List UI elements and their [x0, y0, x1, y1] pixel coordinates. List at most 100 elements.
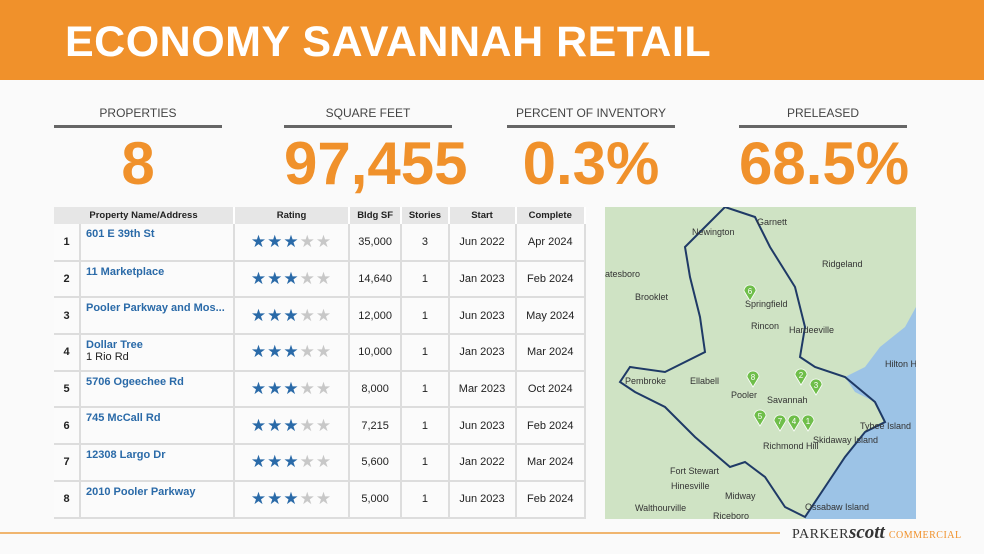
property-address: 1 Rio Rd [86, 351, 129, 364]
star-icon: ★ [250, 305, 268, 325]
property-link[interactable]: 745 McCall Rd [86, 412, 161, 425]
complete: Oct 2024 [515, 370, 586, 409]
star-icon: ★ [267, 342, 284, 362]
star-icon: ★ [299, 452, 316, 472]
complete: Apr 2024 [515, 224, 586, 262]
property-link[interactable]: 11 Marketplace [86, 265, 165, 278]
property-link[interactable]: 5706 Ogeechee Rd [86, 375, 184, 388]
map-label: Brooklet [635, 292, 669, 302]
map-label: Fort Stewart [670, 466, 720, 476]
rating: ★★★★★ [234, 297, 350, 336]
logo-text: scott [848, 522, 885, 543]
kpi-value: 8 [121, 130, 155, 197]
stories: 1 [401, 260, 450, 299]
star-icon: ★ [267, 415, 284, 435]
footer-line [0, 532, 780, 534]
marker-label: 5 [758, 412, 763, 421]
map-marker[interactable]: 8 [746, 370, 760, 388]
marker-label: 1 [806, 417, 811, 426]
map-label: Tybee Island [860, 421, 911, 431]
marker-label: 8 [751, 373, 756, 382]
kpi-label: SQUARE FEET [325, 106, 411, 120]
divider [507, 125, 675, 128]
map-label: Midway [725, 491, 756, 501]
star-icon: ★ [315, 489, 333, 509]
kpi-label: PERCENT OF INVENTORY [515, 106, 667, 120]
star-icon: ★ [283, 489, 300, 509]
property-link[interactable]: 12308 Largo Dr [86, 449, 166, 462]
bldg-sf: 5,000 [348, 480, 403, 519]
property-link[interactable]: Pooler Parkway and Mos... [86, 302, 225, 315]
col-header-name: Property Name/Address [54, 207, 235, 224]
stories: 3 [401, 224, 450, 262]
stories: 1 [401, 297, 450, 336]
map-marker[interactable]: 1 [801, 414, 815, 432]
star-icon: ★ [315, 379, 333, 399]
star-icon: ★ [250, 489, 268, 509]
divider [739, 125, 907, 128]
map[interactable]: Garnett Newington Ridgeland atesboro Brookle… [605, 207, 916, 519]
star-icon: ★ [267, 269, 284, 289]
stories: 1 [401, 370, 450, 409]
marker-label: 2 [799, 371, 804, 380]
map-label: Hilton Head Is [885, 359, 916, 369]
start: Jun 2023 [448, 480, 517, 519]
table-row: 7 12308 Largo Dr ★★★★★ 5,600 1 Jan 2022 … [54, 444, 586, 482]
map-label: Skidaway Island [813, 435, 878, 445]
map-marker[interactable]: 2 [794, 368, 808, 386]
property-link[interactable]: 2010 Pooler Parkway [86, 485, 196, 498]
start: Jan 2023 [448, 260, 517, 299]
star-icon: ★ [299, 415, 316, 435]
star-icon: ★ [299, 269, 316, 289]
map-marker[interactable]: 7 [773, 414, 787, 432]
table-row: 4 Dollar Tree 1 Rio Rd ★★★★★ 10,000 1 Jan… [54, 334, 586, 372]
map-canvas[interactable]: Garnett Newington Ridgeland atesboro Brookle… [605, 207, 916, 519]
map-label: Newington [692, 227, 735, 237]
complete: Feb 2024 [515, 260, 586, 299]
map-marker[interactable]: 5 [753, 409, 767, 427]
star-icon: ★ [299, 305, 316, 325]
start: Jun 2022 [448, 224, 517, 262]
complete: Feb 2024 [515, 480, 586, 519]
stories: 1 [401, 334, 450, 372]
map-marker[interactable]: 3 [809, 378, 823, 396]
marker-label: 7 [778, 417, 783, 426]
kpi-label: PROPERTIES [99, 106, 177, 120]
star-icon: ★ [250, 342, 268, 362]
property-link[interactable]: 601 E 39th St [86, 228, 155, 240]
star-icon: ★ [315, 231, 333, 251]
divider [54, 125, 222, 128]
star-icon: ★ [315, 452, 333, 472]
star-icon: ★ [283, 231, 300, 251]
star-icon: ★ [267, 305, 284, 325]
map-label: Riceboro [713, 511, 749, 519]
star-icon: ★ [250, 452, 268, 472]
map-marker[interactable]: 4 [787, 414, 801, 432]
star-icon: ★ [299, 231, 316, 251]
star-icon: ★ [267, 231, 284, 251]
bldg-sf: 8,000 [348, 370, 403, 409]
table-row: 8 2010 Pooler Parkway ★★★★★ 5,000 1 Jun … [54, 480, 586, 519]
rating: ★★★★★ [234, 444, 350, 482]
row-number: 6 [54, 407, 81, 446]
complete: Mar 2024 [515, 444, 586, 482]
properties-table: Property Name/Address Rating Bldg SF Sto… [54, 207, 586, 519]
row-number: 3 [54, 297, 81, 336]
header-banner: ECONOMY SAVANNAH RETAIL [0, 0, 984, 80]
map-marker[interactable]: 6 [743, 284, 757, 302]
kpi-preleased: PRELEASED 68.5% [739, 106, 909, 196]
star-icon: ★ [283, 452, 300, 472]
stories: 1 [401, 444, 450, 482]
kpi-value: 97,455 [284, 130, 468, 197]
county-boundary [618, 207, 887, 519]
map-label: Hinesville [671, 481, 710, 491]
start: Jun 2023 [448, 407, 517, 446]
kpi-value: 0.3% [522, 130, 660, 197]
star-icon: ★ [299, 489, 316, 509]
star-icon: ★ [283, 379, 300, 399]
row-number: 2 [54, 260, 81, 299]
star-icon: ★ [283, 269, 300, 289]
property-link[interactable]: Dollar Tree [86, 339, 143, 352]
marker-label: 3 [814, 381, 819, 390]
stories: 1 [401, 407, 450, 446]
